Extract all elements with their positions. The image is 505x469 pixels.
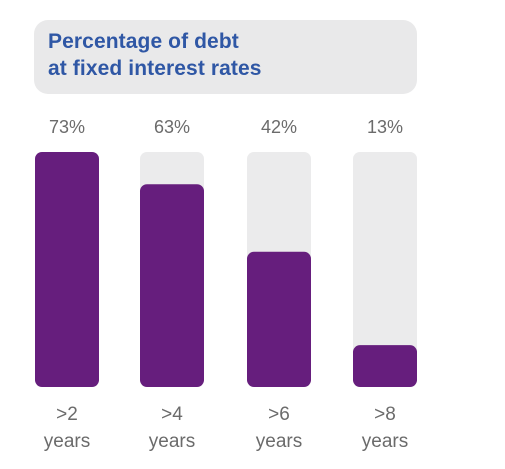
category-label: >6 (268, 404, 290, 425)
bar-value-label: 13% (367, 117, 403, 137)
category-label: >2 (56, 404, 78, 425)
chart-title-line-1: Percentage of debt (48, 30, 239, 53)
bar (35, 152, 99, 387)
category-label: years (256, 431, 302, 452)
chart-title-box: Percentage of debt at fixed interest rat… (34, 20, 417, 94)
category-label: >4 (161, 404, 183, 425)
bar (247, 251, 311, 387)
category-label: years (149, 431, 195, 452)
bar-value-label: 63% (154, 117, 190, 137)
bar-value-label: 42% (261, 117, 297, 137)
chart-title-line-2: at fixed interest rates (48, 57, 262, 80)
bar-track (353, 152, 417, 387)
category-label: years (362, 431, 408, 452)
category-label: >8 (374, 404, 396, 425)
category-label: years (44, 431, 90, 452)
bar-value-label: 73% (49, 117, 85, 137)
bar (353, 345, 417, 387)
bar (140, 184, 204, 387)
